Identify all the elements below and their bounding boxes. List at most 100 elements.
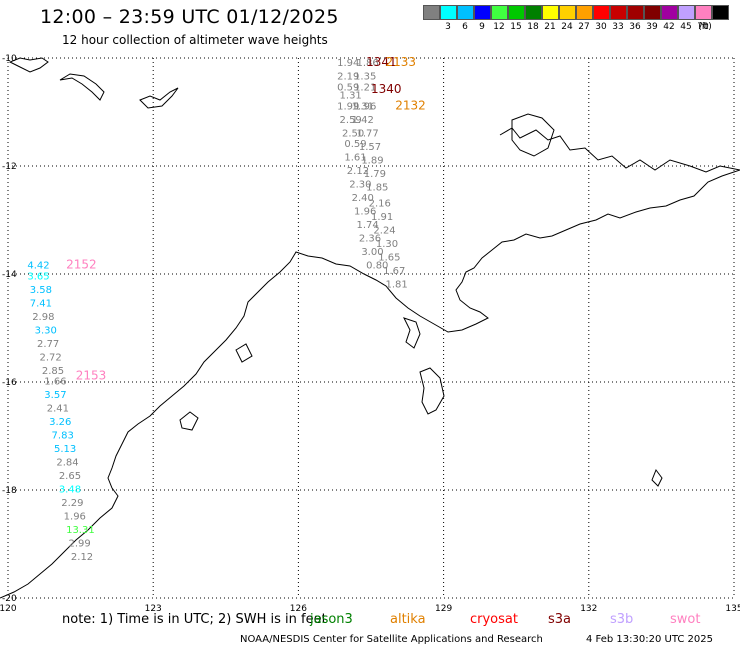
wave-height-value: 1.96 [64,512,86,523]
lon-tick-label: 132 [580,604,597,614]
wave-height-value: 1.86 [356,58,378,69]
legend-label: 30 [595,22,607,32]
legend-label: 12 [493,22,505,32]
legend-swatch [474,5,491,20]
wave-height-value: 3.65 [27,271,49,282]
wave-height-value: 2.30 [349,180,371,191]
legend-label: 6 [462,22,468,32]
wave-height-value: 1.89 [361,155,383,166]
wave-height-value: 3.58 [30,285,52,296]
wave-height-value: 2.41 [47,404,69,415]
legend-label: 70 [697,22,709,32]
satellite-legend-cryosat: cryosat [470,612,518,627]
wave-height-value: 1.31 [352,101,374,112]
wave-height-value: 7.41 [30,298,52,309]
wave-height-value: 1.96 [354,101,376,112]
lat-lon-grid [7,57,735,599]
wave-height-value: 3.30 [35,325,57,336]
wave-height-value: 2.19 [337,72,359,83]
legend-swatch [712,5,729,20]
pass-time-label: 2152 [66,258,97,272]
pass-time-label: 2132 [395,98,426,112]
legend-label: 33 [612,22,624,32]
wave-height-value: 0.59 [344,139,366,150]
wave-height-value: 2.85 [42,366,64,377]
wave-height-value: 2.77 [37,339,59,350]
wave-height-value: 1.42 [352,115,374,126]
legend-swatch [678,5,695,20]
satellite-legend-altika: altika [390,612,426,627]
lon-tick-label: 135 [725,604,740,614]
satellite-legend-s3b: s3b [610,612,634,627]
coastline-island-east [651,468,663,487]
coastline [0,57,740,599]
lon-tick-label: 120 [0,604,17,614]
legend-swatch [661,5,678,20]
coastline-mainland [0,169,740,599]
legend-swatch [508,5,525,20]
lat-tick-label: -20 [2,594,17,604]
map-subtitle: 12 hour collection of altimeter wave hei… [62,33,328,47]
legend-label: 36 [629,22,641,32]
wave-height-value: 2.24 [373,226,395,237]
satellite-legend-s3a: s3a [548,612,572,627]
lat-tick-label: -14 [2,270,17,280]
wave-height-value: 0.80 [366,261,388,272]
wave-height-value: 1.99 [337,101,359,112]
lat-tick-label: -16 [2,378,17,388]
legend-swatch [695,5,712,20]
wave-height-value: 2.40 [352,193,374,204]
wave-height-value: 1.85 [366,182,388,193]
legend-label: 21 [544,22,556,32]
legend-swatch [576,5,593,20]
legend-swatch [457,5,474,20]
coastline-island-small [139,87,179,109]
wave-height-value: 1.57 [359,142,381,153]
legend-swatch [644,5,661,20]
wave-height-value: 0.59 [337,82,359,93]
wave-height-value: 13.31 [66,525,95,536]
coastline-melville [511,113,555,157]
wave-height-value: 2.59 [340,115,362,126]
legend-swatch [593,5,610,20]
wave-height-value: 1.94 [337,58,359,69]
wave-height-value: 1.77 [356,128,378,139]
legend-label: 45 [680,22,692,32]
coastline-island-group [419,367,445,415]
legend-label: 15 [510,22,522,32]
wave-height-value: 1.96 [354,207,376,218]
note-text: note: 1) Time is in UTC; 2) SWH is in fe… [62,612,327,627]
wave-height-value: 1.30 [376,239,398,250]
wave-height-value: 1.79 [364,169,386,180]
legend-unit: (ft) [698,22,712,32]
wave-height-value: 1.35 [354,72,376,83]
wave-height-value: 1.65 [378,253,400,264]
wave-height-value: 1.81 [386,280,408,291]
wave-height-value: 2.65 [59,471,81,482]
wave-height-value: 1.74 [356,220,378,231]
legend-label: 18 [527,22,539,32]
pass-time-label: 2153 [76,368,107,382]
legend-label: 3 [445,22,451,32]
legend-swatch [491,5,508,20]
pass-time-label: 2133 [386,55,417,69]
pass-time-label: 1340 [371,82,402,96]
lon-tick-label: 129 [435,604,452,614]
coastline-island-kimberley [179,343,253,431]
legend-label: 27 [578,22,590,32]
wave-height-value: 2.98 [32,312,54,323]
legend-swatch [610,5,627,20]
legend-swatch [627,5,644,20]
wave-height-value: 1.67 [383,266,405,277]
satellite-legend-swot: swot [670,612,701,627]
legend-label: 42 [663,22,675,32]
wave-height-value: 1.61 [344,153,366,164]
satellite-legend-jason3: jason3 [310,612,353,627]
wave-height-value: 3.00 [361,247,383,258]
map-title: 12:00 – 23:59 UTC 01/12/2025 [40,6,339,28]
wave-height-value: 1.31 [340,91,362,102]
wave-height-value: 1.91 [371,212,393,223]
altimeter-points: 1.941.862.191.350.591.211.311.991.311.96… [27,55,425,563]
lat-tick-label: -10 [2,54,17,64]
